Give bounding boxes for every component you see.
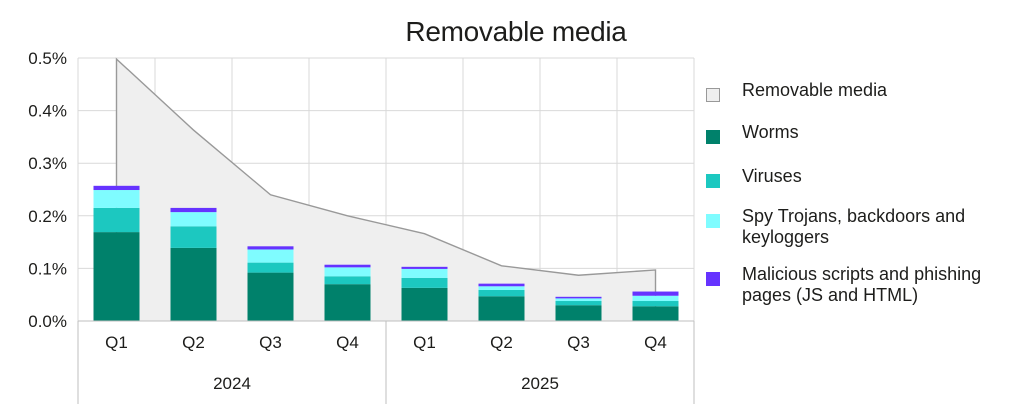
legend-swatch-viruses — [706, 174, 720, 188]
y-tick-label: 0.2% — [28, 207, 67, 226]
y-tick-label: 0.3% — [28, 154, 67, 173]
x-tick-label: Q1 — [413, 333, 436, 352]
area-line-removable-media — [115, 57, 657, 321]
bar-malicious-3 — [324, 264, 371, 268]
bar-malicious-5 — [478, 283, 525, 287]
bar-worms-0 — [93, 232, 140, 321]
legend-swatch-removable-media — [706, 88, 720, 102]
bar-worms-3 — [324, 284, 371, 321]
y-tick-label: 0.0% — [28, 312, 67, 331]
x-tick-label: Q2 — [490, 333, 513, 352]
bar-malicious-6 — [555, 296, 602, 299]
chart-title: Removable media — [405, 16, 627, 47]
bar-spy-5 — [478, 286, 525, 290]
bar-viruses-4 — [401, 277, 448, 288]
bar-spy-2 — [247, 249, 294, 263]
bar-spy-4 — [401, 268, 448, 278]
bar-spy-7 — [632, 295, 679, 302]
bar-worms-7 — [632, 306, 679, 321]
legend-item-removable-media: Removable media — [706, 80, 1012, 102]
bar-viruses-7 — [632, 301, 679, 307]
bar-malicious-4 — [401, 266, 448, 269]
legend-label-removable-media: Removable media — [742, 80, 888, 100]
bar-malicious-7 — [632, 291, 679, 296]
legend-swatch-worms — [706, 130, 720, 144]
bar-viruses-1 — [170, 226, 217, 248]
legend-item-spy-trojans: Spy Trojans, backdoors and keyloggers — [706, 206, 1012, 248]
legend-label-spy-trojans: Spy Trojans, backdoors and keyloggers — [742, 206, 966, 247]
y-tick-label: 0.5% — [28, 49, 67, 68]
legend-label-malicious-scripts: Malicious scripts and phishing pages (JS… — [742, 264, 982, 305]
y-tick-label: 0.4% — [28, 102, 67, 121]
y-tick-label: 0.1% — [28, 259, 67, 278]
bar-malicious-2 — [247, 246, 294, 250]
bar-viruses-2 — [247, 262, 294, 273]
legend-label-worms: Worms — [742, 122, 799, 142]
bar-spy-3 — [324, 267, 371, 277]
bar-worms-4 — [401, 287, 448, 321]
x-tick-label: Q4 — [644, 333, 667, 352]
bar-worms-5 — [478, 296, 525, 321]
legend-item-worms: Worms — [706, 122, 1012, 144]
x-tick-label: Q1 — [105, 333, 128, 352]
bar-spy-0 — [93, 190, 140, 208]
bar-worms-2 — [247, 272, 294, 321]
bar-malicious-1 — [170, 207, 217, 213]
legend-item-malicious-scripts: Malicious scripts and phishing pages (JS… — [706, 264, 1012, 306]
group-label: 2024 — [213, 374, 251, 393]
x-tick-label: Q3 — [259, 333, 282, 352]
legend-item-viruses: Viruses — [706, 166, 1012, 188]
group-label: 2025 — [521, 374, 559, 393]
bar-spy-6 — [555, 298, 602, 302]
bar-malicious-0 — [93, 185, 140, 191]
bar-viruses-3 — [324, 276, 371, 285]
legend-label-viruses: Viruses — [742, 166, 802, 186]
bar-worms-6 — [555, 305, 602, 321]
legend-swatch-spy-trojans — [706, 214, 720, 228]
x-tick-label: Q3 — [567, 333, 590, 352]
bar-spy-1 — [170, 212, 217, 227]
legend-swatch-malicious-scripts — [706, 272, 720, 286]
x-tick-label: Q2 — [182, 333, 205, 352]
bar-viruses-5 — [478, 289, 525, 297]
bar-viruses-0 — [93, 207, 140, 233]
x-tick-label: Q4 — [336, 333, 359, 352]
bar-viruses-6 — [555, 301, 602, 306]
bar-worms-1 — [170, 247, 217, 321]
